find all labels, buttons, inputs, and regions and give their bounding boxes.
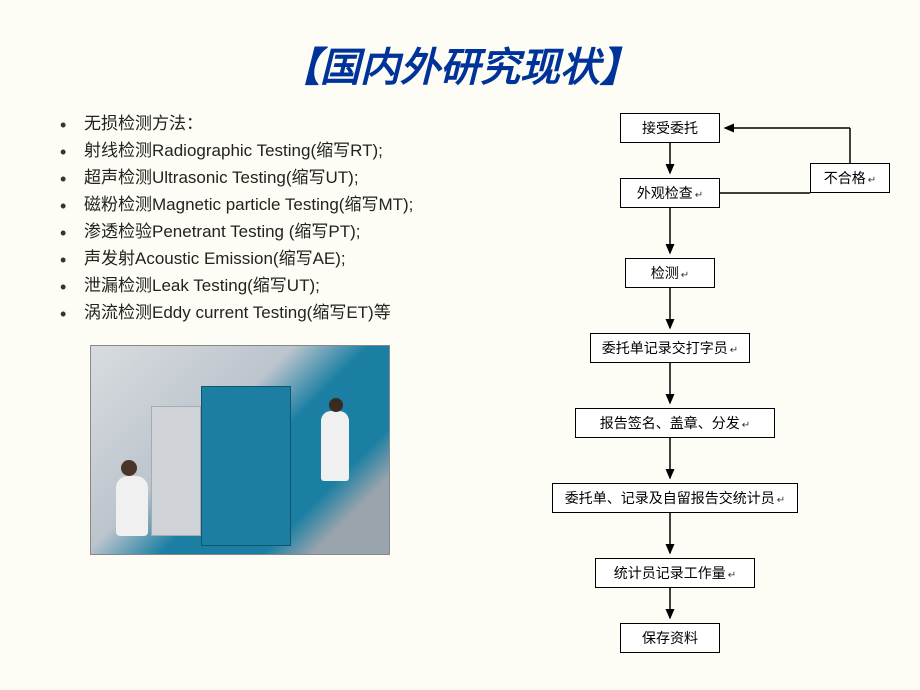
photo-rack (151, 406, 201, 536)
flow-node-label: 委托单、记录及自留报告交统计员 (565, 490, 775, 506)
flow-node-fail: 不合格↵ (810, 163, 890, 193)
return-icon: ↵ (868, 175, 876, 186)
return-icon: ↵ (777, 495, 785, 506)
return-icon: ↵ (730, 345, 738, 356)
bullet-item: 声发射Acoustic Emission(缩写AE); (60, 248, 520, 271)
return-icon: ↵ (742, 420, 750, 431)
flow-node-label: 统计员记录工作量 (614, 565, 726, 581)
photo-person (321, 411, 349, 481)
bullet-item: 磁粉检测Magnetic particle Testing(缩写MT); (60, 194, 520, 217)
left-column: 无损检测方法： 射线检测Radiographic Testing(缩写RT); … (20, 113, 520, 653)
bullet-item: 泄漏检测Leak Testing(缩写UT); (60, 275, 520, 298)
bullet-item: 超声检测Ultrasonic Testing(缩写UT); (60, 167, 520, 190)
flow-node-save: 保存资料 (620, 623, 720, 653)
return-icon: ↵ (695, 190, 703, 201)
bullet-item: 涡流检测Eddy current Testing(缩写ET)等 (60, 302, 520, 325)
bullet-item: 渗透检验Penetrant Testing (缩写PT); (60, 221, 520, 244)
photo-person-head (121, 460, 137, 476)
flow-node-label: 委托单记录交打字员 (602, 340, 728, 356)
flow-node-label: 接受委托 (642, 120, 698, 136)
flowchart: 接受委托 不合格↵ 外观检查↵ 检测↵ 委托单记录交打字员↵ 报告签名、盖章、分… (520, 113, 900, 653)
flow-node-label: 报告签名、盖章、分发 (600, 415, 740, 431)
photo-equipment (201, 386, 291, 546)
flow-node-submit: 委托单、记录及自留报告交统计员↵ (552, 483, 798, 513)
right-column: 接受委托 不合格↵ 外观检查↵ 检测↵ 委托单记录交打字员↵ 报告签名、盖章、分… (520, 113, 900, 653)
flow-node-sign: 报告签名、盖章、分发↵ (575, 408, 775, 438)
flow-node-record: 委托单记录交打字员↵ (590, 333, 750, 363)
content-area: 无损检测方法： 射线检测Radiographic Testing(缩写RT); … (0, 113, 920, 653)
slide-title: 【国内外研究现状】 (0, 0, 920, 113)
photo-person-head (329, 398, 343, 412)
bullet-item: 无损检测方法： (60, 113, 520, 136)
flow-node-label: 保存资料 (642, 630, 698, 646)
photo-person (116, 476, 148, 536)
lab-photo (90, 345, 390, 555)
flow-node-stat: 统计员记录工作量↵ (595, 558, 755, 588)
bullet-item: 射线检测Radiographic Testing(缩写RT); (60, 140, 520, 163)
flow-node-label: 不合格 (824, 170, 866, 186)
slide: 【国内外研究现状】 无损检测方法： 射线检测Radiographic Testi… (0, 0, 920, 690)
flow-node-accept: 接受委托 (620, 113, 720, 143)
flow-node-test: 检测↵ (625, 258, 715, 288)
flow-node-label: 外观检查 (637, 185, 693, 201)
flow-node-inspect: 外观检查↵ (620, 178, 720, 208)
return-icon: ↵ (728, 570, 736, 581)
return-icon: ↵ (681, 270, 689, 281)
flow-node-label: 检测 (651, 265, 679, 281)
bullet-list: 无损检测方法： 射线检测Radiographic Testing(缩写RT); … (60, 113, 520, 325)
